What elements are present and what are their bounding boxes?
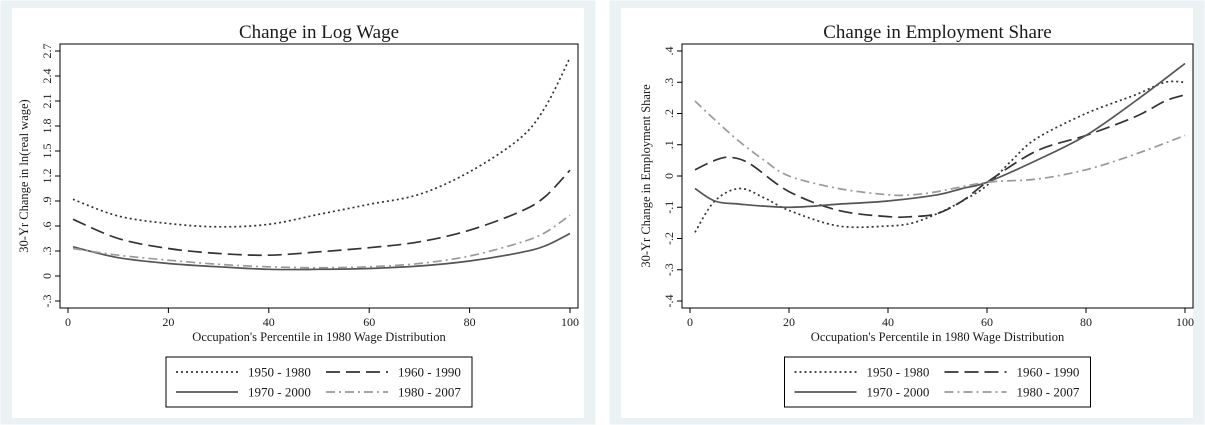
y-tick-label: -.1 — [662, 201, 676, 214]
legend-label: 1950 - 1980 — [867, 365, 930, 380]
legend-label: 1960 - 1990 — [1017, 365, 1080, 380]
y-axis-title: 30-Yr Change in ln(real wage) — [17, 99, 31, 252]
series-line-1970-2000 — [72, 232, 571, 271]
y-tick-label: .6 — [40, 222, 54, 231]
legend-label: 1960 - 1990 — [398, 365, 461, 380]
x-tick-label: 0 — [65, 315, 71, 329]
plot-area — [681, 43, 1194, 309]
x-axis-title: Occupation's Percentile in 1980 Wage Dis… — [811, 330, 1065, 344]
legend-box — [165, 356, 473, 408]
x-tick-label: 0 — [687, 315, 693, 329]
y-tick-label: 2.7 — [40, 44, 54, 59]
legend-label: 1980 - 2007 — [398, 385, 461, 400]
y-tick-label: -.3 — [40, 295, 54, 308]
x-tick-label: 20 — [162, 315, 174, 329]
y-tick-label: .4 — [662, 47, 676, 56]
plot-area — [59, 43, 579, 309]
x-tick-label: 100 — [561, 315, 579, 329]
chart-title: Change in Employment Share — [823, 22, 1051, 43]
series-line-1980-2007 — [694, 100, 1186, 197]
y-axis-title: 30-Yr Change in Employment Share — [639, 84, 653, 268]
x-tick-label: 40 — [263, 315, 275, 329]
legend-box — [784, 356, 1091, 408]
y-tick-label: -.2 — [662, 232, 676, 245]
chart-title: Change in Log Wage — [239, 22, 399, 43]
y-tick-label: 1.2 — [40, 169, 54, 184]
x-tick-label: 80 — [464, 315, 476, 329]
legend-label: 1980 - 2007 — [1017, 385, 1080, 400]
series-line-1970-2000 — [694, 62, 1186, 209]
y-tick-label: 0 — [662, 173, 676, 179]
wage-chart: Change in Log Wage 0 20 40 60 80 100 -.3 0 .3 .6 .9… — [0, 0, 596, 425]
y-tick-label: 2.1 — [40, 94, 54, 109]
legend-label: 1950 - 1980 — [248, 365, 311, 380]
y-tick-label: 0 — [40, 273, 54, 279]
x-tick-label: 100 — [1176, 315, 1194, 329]
x-tick-label: 20 — [783, 315, 795, 329]
y-tick-label: 2.4 — [40, 69, 54, 84]
wage-chart-panel: Change in Log Wage 0 20 40 60 80 100 -.3 0 .3 .6 .9… — [0, 0, 596, 425]
y-tick-label: .9 — [40, 197, 54, 206]
employment-chart-panel: Change in Employment Share 0 20 40 60 80 100 -.… — [609, 0, 1205, 425]
y-tick-label: 1.8 — [40, 119, 54, 134]
y-tick-label: .2 — [662, 109, 676, 118]
series-line-1950-1980 — [694, 80, 1186, 233]
y-tick-label: .3 — [662, 78, 676, 87]
legend-label: 1970 - 2000 — [248, 385, 311, 400]
y-tick-label: -.3 — [662, 263, 676, 276]
y-tick-label: 1.5 — [40, 144, 54, 159]
y-tick-label: .1 — [662, 140, 676, 149]
series-line-1960-1990 — [72, 169, 571, 257]
series-line-1980-2007 — [72, 214, 571, 269]
legend-label: 1970 - 2000 — [867, 385, 930, 400]
series-line-1960-1990 — [694, 93, 1186, 219]
y-tick-label: .3 — [40, 247, 54, 256]
x-tick-label: 40 — [882, 315, 894, 329]
employment-chart: Change in Employment Share 0 20 40 60 80 100 -.… — [609, 0, 1205, 425]
x-tick-label: 60 — [363, 315, 375, 329]
y-tick-label: -.4 — [662, 295, 676, 308]
x-axis-title: Occupation's Percentile in 1980 Wage Dis… — [192, 330, 446, 344]
x-tick-label: 60 — [981, 315, 993, 329]
series-line-1950-1980 — [72, 57, 571, 228]
x-tick-label: 80 — [1080, 315, 1092, 329]
